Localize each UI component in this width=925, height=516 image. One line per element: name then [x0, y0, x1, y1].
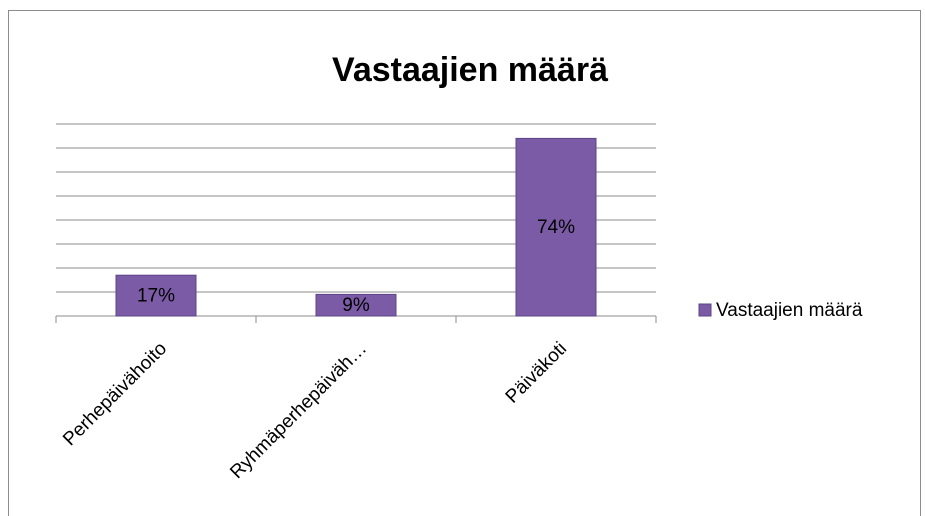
- chart-frame: [8, 10, 921, 516]
- data-label: 9%: [342, 295, 370, 316]
- bar: [515, 137, 597, 317]
- bar: [115, 274, 197, 317]
- chart-title: Vastaajien määrä: [332, 51, 608, 89]
- bar: [315, 293, 397, 317]
- data-label: 17%: [137, 286, 175, 307]
- data-label: 74%: [537, 217, 575, 238]
- legend-swatch: [698, 303, 712, 317]
- legend-label: Vastaajien määrä: [716, 300, 863, 321]
